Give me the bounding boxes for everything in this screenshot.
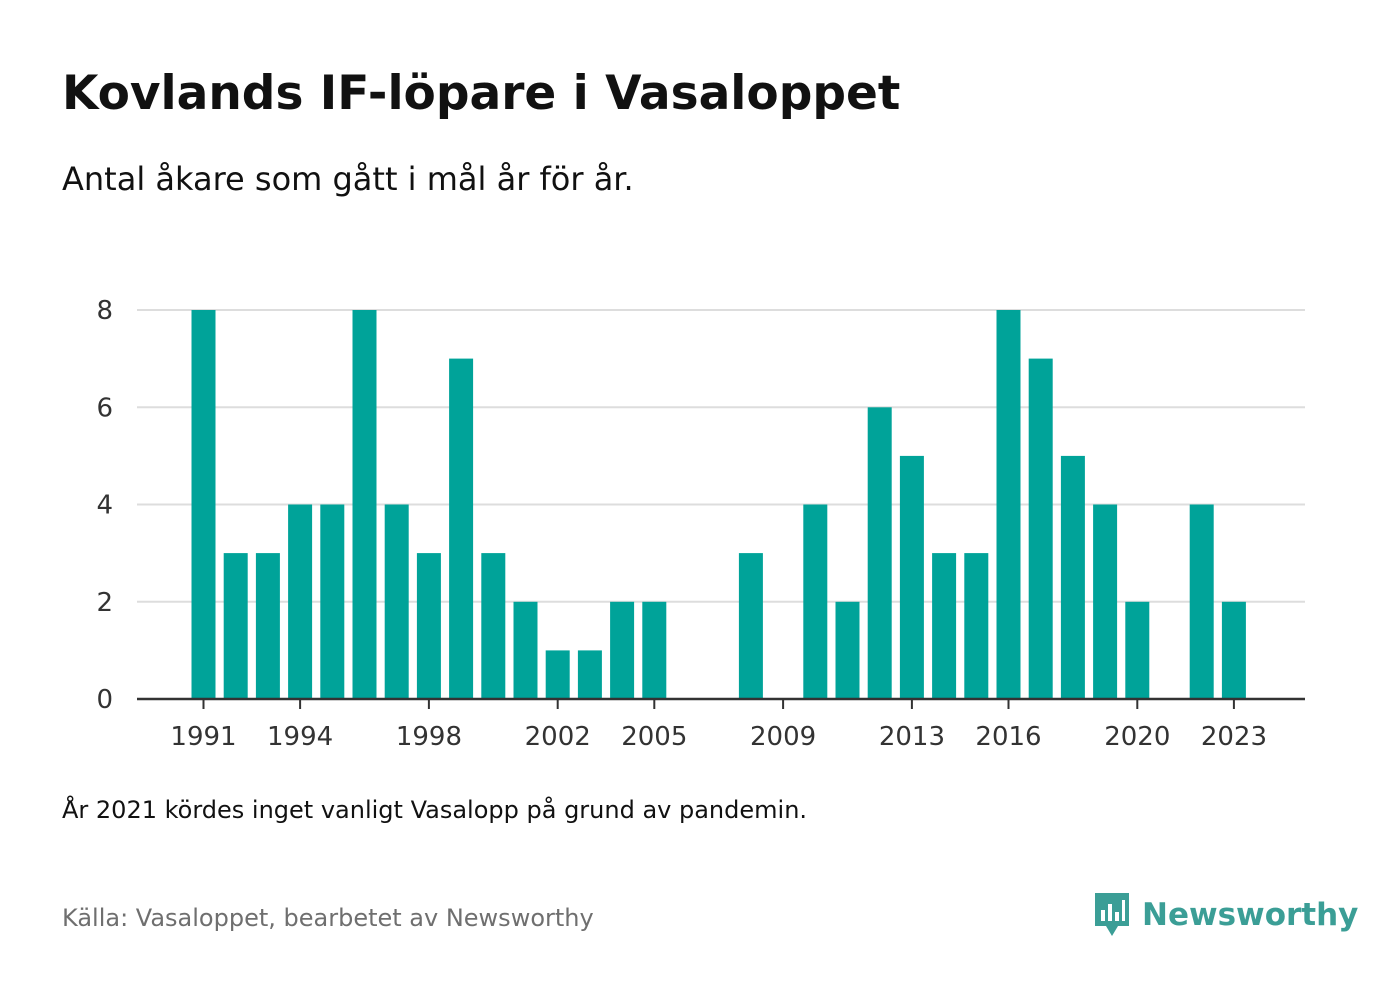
bar-2005 (642, 601, 667, 700)
bar-2022 (1189, 504, 1214, 699)
bar-2003 (577, 650, 602, 699)
bar-2018 (1060, 455, 1085, 699)
bar-2019 (1093, 504, 1118, 699)
bar-2011 (835, 601, 860, 700)
bar-2002 (545, 650, 570, 699)
bar-2014 (932, 553, 957, 699)
axes: 0 2 4 6 8 1991 1994 1998 2002 2005 2009 2013 2016 202… (96, 296, 1305, 752)
source-credit: Källa: Vasaloppet, bearbetet av Newswort… (62, 904, 594, 932)
bars (191, 310, 1246, 700)
bar-2000 (481, 553, 506, 699)
y-tick-label: 4 (96, 491, 113, 521)
x-tick-label: 2013 (879, 722, 945, 752)
x-tick-label: 2009 (750, 722, 816, 752)
bar-2016 (996, 310, 1021, 699)
bar-2010 (803, 504, 828, 699)
chart-title: Kovlands IF-löpare i Vasaloppet (62, 66, 901, 121)
x-tick-label: 2023 (1201, 722, 1267, 752)
chart-subtitle: Antal åkare som gått i mål år för år. (62, 160, 634, 198)
y-tick-label: 8 (96, 296, 113, 326)
bar-2001 (513, 601, 538, 700)
x-tick-label: 1994 (267, 722, 333, 752)
x-tick-label: 2020 (1104, 722, 1170, 752)
bar-1991 (191, 310, 216, 699)
x-tick-label: 2002 (525, 722, 591, 752)
bar-2008 (738, 553, 763, 699)
bar-1993 (255, 553, 280, 699)
x-tick-label: 1991 (170, 722, 236, 752)
bar-2015 (964, 553, 989, 699)
y-tick-label: 6 (96, 393, 113, 423)
bar-chart: 0 2 4 6 8 1991 1994 1998 2002 2005 2009 2013 2016 202… (96, 296, 1305, 752)
y-tick-label: 2 (96, 588, 113, 618)
bar-2013 (899, 455, 924, 699)
x-tick-label: 2016 (975, 722, 1041, 752)
bar-1995 (320, 504, 345, 699)
gridlines (137, 309, 1305, 603)
footnote: År 2021 kördes inget vanligt Vasalopp på… (62, 796, 808, 824)
bar-1996 (352, 310, 377, 699)
bar-2020 (1125, 601, 1150, 700)
bar-1994 (288, 504, 313, 699)
bar-2004 (610, 601, 635, 700)
bar-1998 (416, 553, 441, 699)
newsworthy-logo-icon (1095, 893, 1129, 936)
bar-2023 (1221, 601, 1246, 700)
bar-1992 (223, 553, 248, 699)
bar-1999 (449, 358, 474, 699)
x-tick-label: 1998 (396, 722, 462, 752)
newsworthy-logo-text: Newsworthy (1142, 897, 1359, 933)
x-tick-label: 2005 (621, 722, 687, 752)
newsworthy-logo: Newsworthy (1092, 890, 1358, 940)
y-tick-label: 0 (96, 685, 113, 715)
bar-1997 (384, 504, 409, 699)
bar-2012 (867, 407, 892, 700)
bar-2017 (1028, 358, 1053, 699)
